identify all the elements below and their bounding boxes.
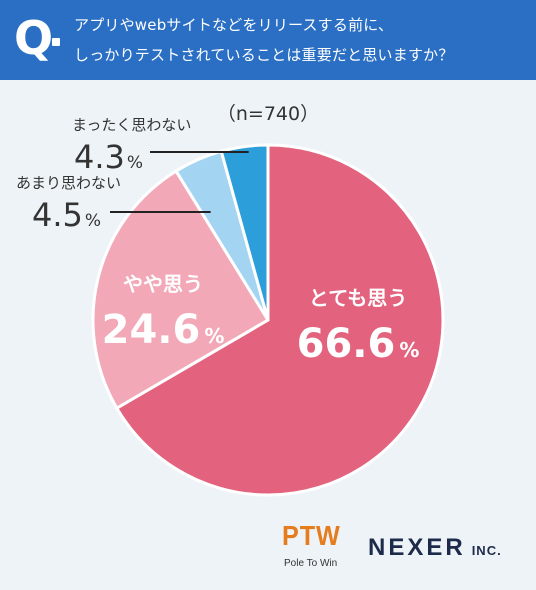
pie-slice-0 — [115, 143, 445, 497]
q-dot — [52, 38, 60, 46]
nexer-logo-inc: INC. — [471, 543, 502, 558]
leader-lines — [110, 151, 249, 213]
ptw-logo: PTW Pole To Win — [282, 520, 352, 580]
slice-3-value: 4.3% — [74, 138, 143, 176]
ptw-logo-mark: PTW — [282, 520, 341, 551]
slice-1-label: やや思う — [123, 272, 203, 296]
nexer-logo-main: NEXER — [368, 534, 466, 561]
pie-slice-1 — [91, 169, 270, 410]
nexer-logo: NEXER INC. — [368, 534, 502, 562]
ptw-logo-subtitle: Pole To Win — [284, 558, 338, 569]
slice-3-label: まったく思わない — [72, 116, 191, 134]
question-header: Q アプリやwebサイトなどをリリースする前に、 しっかりテストされていることは… — [0, 0, 536, 80]
slice-2-value: 4.5% — [32, 196, 101, 234]
question-text-line2: しっかりテストされていることは重要だと思いますか？ — [74, 46, 454, 64]
pie-slices — [91, 143, 445, 497]
question-text-line1: アプリやwebサイトなどをリリースする前に、 — [74, 16, 394, 34]
q-mark: Q — [14, 11, 54, 65]
slice-0-label: とても思う — [309, 286, 407, 310]
slice-2-label: あまり思わない — [16, 174, 121, 192]
sample-size-label: （n=740） — [217, 103, 319, 125]
